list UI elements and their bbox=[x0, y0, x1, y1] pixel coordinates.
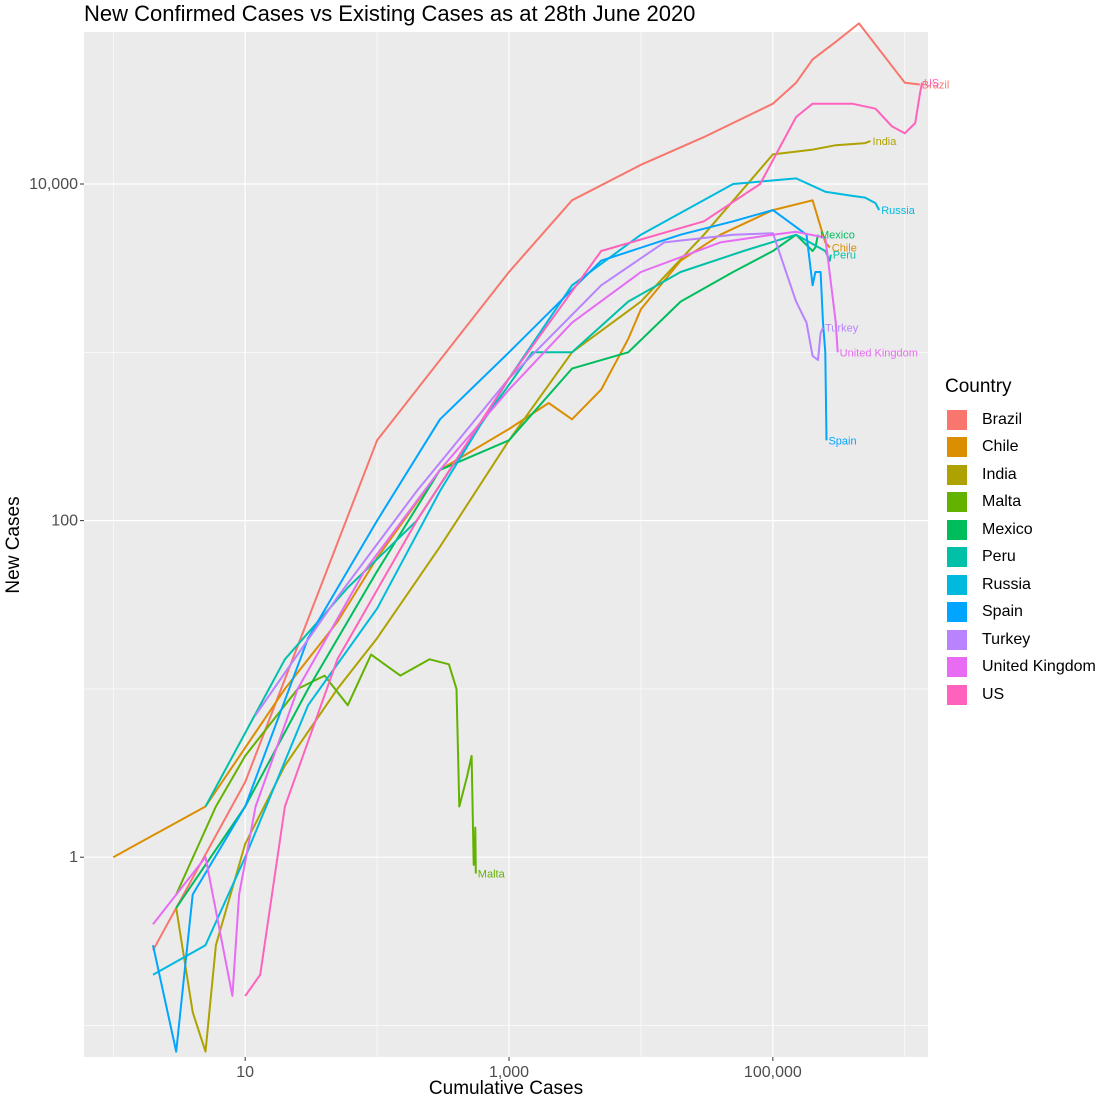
series-end-label-mexico: Mexico bbox=[820, 230, 855, 242]
series-end-label-malta: Malta bbox=[478, 869, 506, 881]
legend-label: Chile bbox=[982, 438, 1019, 456]
series-line-peru bbox=[204, 233, 832, 807]
legend-label: Spain bbox=[982, 603, 1023, 621]
x-tick-label: 1,000 bbox=[489, 1064, 529, 1081]
series-end-label-us: US bbox=[924, 78, 939, 90]
series-end-label-peru: Peru bbox=[833, 250, 856, 262]
x-tick-label: 10 bbox=[236, 1064, 254, 1081]
legend-swatch bbox=[945, 490, 969, 515]
series-end-label-india: India bbox=[873, 136, 898, 148]
x-axis-title: Cumulative Cases bbox=[429, 1078, 583, 1099]
series-end-label-turkey: Turkey bbox=[825, 323, 859, 335]
series-end-label-russia: Russia bbox=[881, 205, 916, 217]
legend-label: Russia bbox=[982, 575, 1031, 593]
legend-swatch bbox=[945, 627, 969, 652]
legend-items: Brazil Chile India Malta Mexico Peru Russia Spa… bbox=[945, 406, 1096, 709]
grid-major bbox=[84, 32, 928, 1057]
legend-item-brazil: Brazil bbox=[945, 406, 1096, 434]
legend-item-malta: Malta bbox=[945, 489, 1096, 517]
legend-swatch bbox=[945, 435, 969, 460]
series-end-labels: Brazil Chile India Malta Mexico Peru Russia Spa… bbox=[478, 78, 950, 881]
series-line-us bbox=[244, 82, 923, 997]
series-line-turkey bbox=[254, 232, 824, 716]
legend-swatch bbox=[945, 517, 969, 542]
y-tick-label: 10,000 bbox=[29, 176, 78, 193]
legend-item-turkey: Turkey bbox=[945, 626, 1096, 654]
legend-swatch bbox=[945, 572, 969, 597]
legend-swatch bbox=[945, 407, 969, 432]
legend-item-india: India bbox=[945, 461, 1096, 489]
series-line-india bbox=[175, 140, 871, 1053]
y-axis-title: New Cases bbox=[3, 496, 24, 593]
legend-label: Malta bbox=[982, 493, 1022, 511]
x-axis: 10 1,000 100,000 bbox=[236, 1057, 802, 1081]
legend-item-chile: Chile bbox=[945, 434, 1096, 462]
series-end-label-united-kingdom: United Kingdom bbox=[840, 347, 918, 359]
x-tick-label: 100,000 bbox=[744, 1064, 802, 1081]
legend-label: India bbox=[982, 465, 1017, 483]
series-line-brazil bbox=[152, 22, 920, 951]
legend-label: Brazil bbox=[982, 410, 1023, 428]
legend-item-spain: Spain bbox=[945, 599, 1096, 627]
legend-swatch bbox=[945, 462, 969, 487]
y-tick-label: 1 bbox=[69, 849, 78, 866]
series-lines bbox=[112, 22, 923, 1053]
chart-title: New Confirmed Cases vs Existing Cases as… bbox=[84, 1, 696, 26]
legend-label: US bbox=[982, 685, 1005, 703]
series-line-united-kingdom bbox=[152, 230, 839, 997]
legend-label: Peru bbox=[982, 548, 1016, 566]
legend-item-russia: Russia bbox=[945, 571, 1096, 599]
series-end-label-brazil: Brazil bbox=[922, 80, 950, 92]
legend-item-mexico: Mexico bbox=[945, 516, 1096, 544]
legend-swatch bbox=[945, 682, 969, 707]
legend-item-peru: Peru bbox=[945, 544, 1096, 572]
legend-label: Mexico bbox=[982, 520, 1033, 538]
legend: Country Brazil Chile India Malta Mexico Peru R… bbox=[945, 376, 1096, 709]
legend-swatch bbox=[945, 545, 969, 570]
legend-label: Turkey bbox=[982, 630, 1031, 648]
series-line-spain bbox=[152, 209, 828, 1053]
series-line-malta bbox=[175, 653, 477, 895]
series-end-label-spain: Spain bbox=[828, 435, 856, 447]
legend-item-us: US bbox=[945, 681, 1096, 709]
legend-swatch bbox=[945, 655, 969, 680]
legend-title: Country bbox=[945, 376, 1012, 397]
y-axis: 1 100 10,000 bbox=[29, 176, 84, 866]
legend-item-united-kingdom: United Kingdom bbox=[945, 654, 1096, 682]
legend-swatch bbox=[945, 600, 969, 625]
legend-label: United Kingdom bbox=[982, 658, 1096, 676]
plot-panel bbox=[84, 32, 928, 1057]
y-tick-label: 100 bbox=[51, 513, 78, 530]
series-end-label-chile: Chile bbox=[832, 242, 857, 254]
